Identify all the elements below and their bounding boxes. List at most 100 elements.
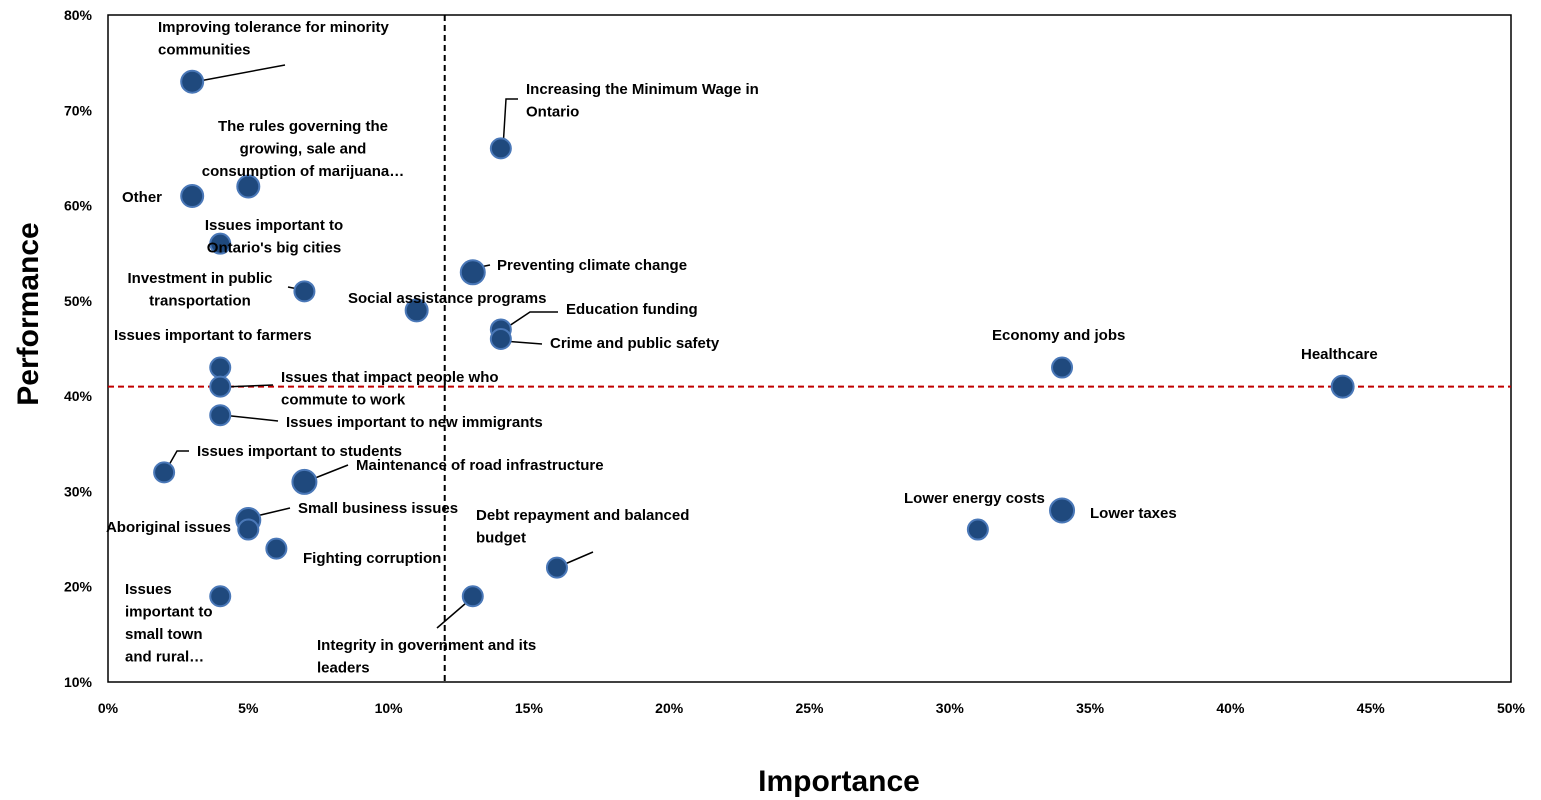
data-label: Healthcare <box>1301 346 1378 363</box>
data-point <box>209 585 232 608</box>
data-label-line: and rural… <box>125 649 204 666</box>
data-labels: Improving tolerance for minority communit… <box>106 19 1378 677</box>
y-tick-label: 70% <box>64 102 93 118</box>
data-label: Issues important to new immigrants <box>286 414 543 431</box>
data-point <box>1049 497 1076 524</box>
label-leader-line <box>502 98 518 149</box>
x-axis-title: Importance <box>758 765 920 798</box>
data-label-line: Ontario's big cities <box>207 240 341 257</box>
x-tick-label: 40% <box>1216 700 1245 716</box>
data-label: Investment in public transportation <box>127 270 272 310</box>
plot-area <box>107 14 1512 683</box>
label-leader-line <box>193 64 286 83</box>
data-point <box>293 280 316 303</box>
data-point <box>489 327 512 350</box>
data-label-line: Small business issues <box>298 500 458 517</box>
data-label-line: The rules governing the <box>218 118 388 135</box>
data-point <box>209 356 232 379</box>
data-point <box>153 461 176 484</box>
data-label-line: Issues important to students <box>197 443 402 460</box>
data-label-line: Healthcare <box>1301 346 1378 363</box>
data-points <box>153 69 1355 608</box>
data-point <box>1051 356 1074 379</box>
data-label: Aboriginal issues <box>106 519 231 536</box>
data-label-line: Ontario <box>526 104 579 121</box>
data-point <box>209 404 232 427</box>
y-tick-label: 30% <box>64 483 93 499</box>
data-label-line: Integrity in government and its <box>317 637 536 654</box>
data-label-line: Lower taxes <box>1090 505 1177 522</box>
data-point <box>545 556 568 579</box>
data-point <box>1330 374 1355 399</box>
data-label: The rules governing the growing, sale and… <box>202 118 405 180</box>
x-tick-label: 35% <box>1076 700 1105 716</box>
label-leader-line <box>502 311 558 331</box>
data-label-line: commute to work <box>281 392 406 409</box>
data-label-line: Aboriginal issues <box>106 519 231 536</box>
data-label-line: communities <box>158 42 251 59</box>
y-tick-label: 20% <box>64 579 93 595</box>
x-tick-label: 5% <box>238 700 259 716</box>
data-label: Social assistance programs <box>348 290 546 307</box>
data-label-line: consumption of marijuana… <box>202 163 405 180</box>
data-label: Increasing the Minimum Wage in Ontario <box>526 81 759 121</box>
y-tick-label: 10% <box>64 674 93 690</box>
y-axis-ticks: 10% 20% 30% 40% 50% 60% 70% 80% <box>64 7 93 690</box>
label-leader-line <box>221 414 279 422</box>
data-label: Issues important to students <box>197 443 402 460</box>
data-label-line: important to <box>125 604 213 621</box>
data-label: Issues important to Ontario's big cities <box>205 217 343 257</box>
data-label-line: small town <box>125 626 203 643</box>
data-label-line: Fighting corruption <box>303 550 441 567</box>
data-label-line: Other <box>122 189 162 206</box>
data-label: Lower taxes <box>1090 505 1177 522</box>
data-label-line: Crime and public safety <box>550 335 720 352</box>
data-label-line: Issues that impact people who <box>281 369 499 386</box>
data-label: Preventing climate change <box>497 257 687 274</box>
data-label: Improving tolerance for minority communit… <box>158 19 390 59</box>
y-axis-title: Performance <box>12 222 45 405</box>
data-point <box>291 468 318 495</box>
data-label-line: Increasing the Minimum Wage in <box>526 81 759 98</box>
data-point <box>209 375 232 398</box>
data-label: Economy and jobs <box>992 327 1125 344</box>
data-label: Crime and public safety <box>550 335 720 352</box>
data-label-line: Issues important to <box>205 217 343 234</box>
y-tick-label: 80% <box>64 7 93 23</box>
data-label-line: Economy and jobs <box>992 327 1125 344</box>
data-point <box>236 174 261 199</box>
data-point <box>180 69 205 94</box>
x-tick-label: 10% <box>375 700 404 716</box>
data-point <box>461 585 484 608</box>
data-label: Debt repayment and balanced budget <box>476 507 689 547</box>
data-label: Maintenance of road infrastructure <box>356 457 604 474</box>
data-label-line: growing, sale and <box>240 141 367 158</box>
x-tick-label: 50% <box>1497 700 1526 716</box>
data-label-line: Issues <box>125 581 172 598</box>
data-label-line: Issues important to farmers <box>114 327 312 344</box>
data-point <box>459 259 486 286</box>
y-tick-label: 50% <box>64 293 93 309</box>
data-point <box>404 298 429 323</box>
data-label-line: Maintenance of road infrastructure <box>356 457 604 474</box>
data-label-line: Improving tolerance for minority <box>158 19 390 36</box>
x-tick-label: 20% <box>655 700 684 716</box>
data-label-line: Debt repayment and balanced <box>476 507 689 524</box>
x-tick-label: 45% <box>1357 700 1386 716</box>
data-label-line: leaders <box>317 660 370 677</box>
y-tick-label: 60% <box>64 198 93 214</box>
data-label: Other <box>122 189 162 206</box>
data-label: Issues important to small town and rural… <box>125 581 213 666</box>
data-label-line: transportation <box>149 293 251 310</box>
data-point <box>237 518 260 541</box>
data-label: Fighting corruption <box>303 550 441 567</box>
data-label-line: budget <box>476 530 526 547</box>
data-label-line: Investment in public <box>127 270 272 287</box>
data-point <box>209 232 232 255</box>
y-tick-label: 40% <box>64 388 93 404</box>
data-label: Issues important to farmers <box>114 327 312 344</box>
data-label: Issues that impact people who commute to … <box>281 369 499 409</box>
x-tick-label: 0% <box>98 700 119 716</box>
data-label-line: Lower energy costs <box>904 490 1045 507</box>
